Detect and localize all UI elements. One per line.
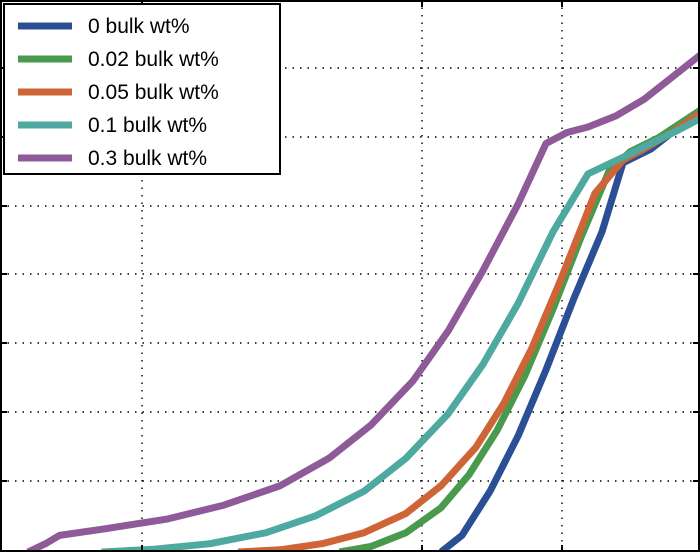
legend: 0 bulk wt% 0.02 bulk wt% 0.05 bulk wt% 0.1 … [3, 3, 281, 175]
legend-label-2: 0.05 bulk wt% [88, 81, 219, 104]
legend-label-0: 0 bulk wt% [88, 15, 190, 38]
legend-label-3: 0.1 bulk wt% [88, 114, 207, 137]
legend-label-4: 0.3 bulk wt% [88, 147, 207, 170]
series-line-3 [101, 115, 700, 552]
series-layer [26, 52, 700, 552]
legend-label-1: 0.02 bulk wt% [88, 48, 219, 71]
series-line-4 [26, 52, 700, 552]
